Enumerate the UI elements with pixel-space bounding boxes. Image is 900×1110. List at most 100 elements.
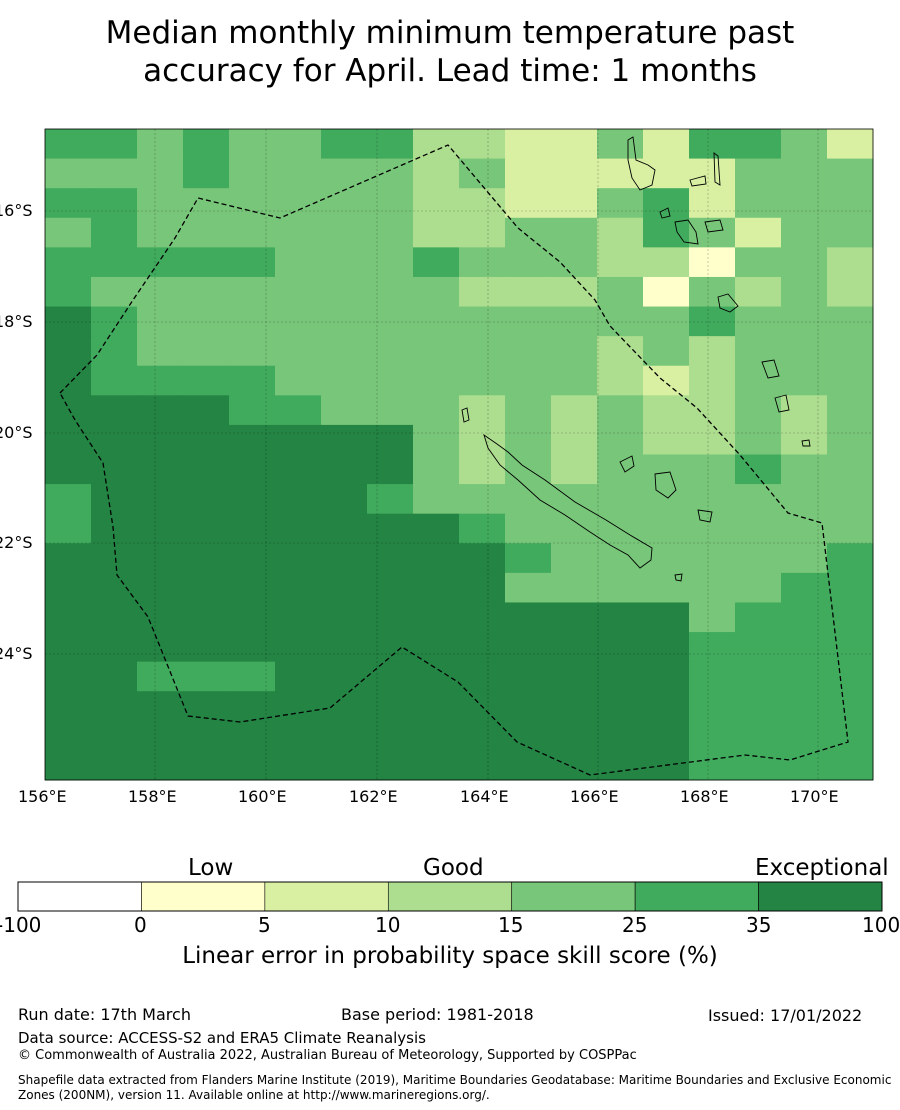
skill-cell [735,276,782,308]
skill-cell [505,336,552,367]
lat-label-20s: 20°S [0,423,33,442]
vanuatu-tanna [774,394,790,413]
skill-cell [551,424,598,455]
vanuatu-efate [717,293,739,313]
skill-cell [183,661,230,692]
skill-cell [413,276,460,308]
skill-cell [413,306,460,337]
skill-cell [275,661,322,692]
skill-cell [45,691,92,722]
skill-cell [183,217,230,248]
skill-cell [781,129,828,160]
skill-cell [643,691,690,722]
skill-cell [45,306,92,337]
skill-cell [459,217,506,248]
skill-cell [781,454,828,485]
skill-cell [45,276,92,308]
skill-cell [643,395,690,426]
skill-cell [643,365,690,396]
skill-cell [275,217,322,248]
skill-cell [183,395,230,426]
skill-cell [229,365,276,396]
skill-cell [735,188,782,219]
legend-tick-0: 0 [134,913,147,937]
skill-cell [689,484,736,515]
skill-cell [367,720,414,751]
skill-cell [275,691,322,722]
skill-cell [229,661,276,692]
skill-cell [735,306,782,337]
skill-cell [689,129,736,160]
skill-cell [597,365,644,396]
skill-cell [183,454,230,485]
skill-cell [551,276,598,308]
skill-cell [551,158,598,189]
skill-cell [413,691,460,722]
skill-cell [91,217,138,248]
skill-cell [91,424,138,455]
skill-cell [735,572,782,603]
skill-cell [827,661,874,692]
skill-cell [275,602,322,633]
skill-cell [459,188,506,219]
skill-cell [229,158,276,189]
skill-cell [45,129,92,160]
skill-cell [91,632,138,663]
skill-cell [505,158,552,189]
skill-cell [45,395,92,426]
skill-cell [91,484,138,515]
skill-cell [735,217,782,248]
skill-cell [275,720,322,751]
skill-cell [321,720,368,751]
skill-cell [91,661,138,692]
skill-cell [459,276,506,308]
skill-cell [321,188,368,219]
skill-cell [413,543,460,574]
new-caledonia-outline [483,433,653,569]
skill-cell [689,543,736,574]
skill-cell [597,750,644,781]
vanuatu-island-3 [713,152,721,186]
skill-cell [735,691,782,722]
legend-category-good: Good [423,855,484,881]
skill-cell [275,454,322,485]
skill-cell [183,572,230,603]
skill-cell [781,217,828,248]
skill-cell [735,484,782,515]
skill-cell [137,484,184,515]
skill-cell [91,513,138,544]
issued-date: Issued: 17/01/2022 [708,1006,863,1025]
skill-cell [459,158,506,189]
skill-cell [45,336,92,367]
skill-cell [229,336,276,367]
skill-cell [413,454,460,485]
skill-cell [45,750,92,781]
skill-cell [229,572,276,603]
skill-cell [229,602,276,633]
skill-cell [91,158,138,189]
skill-cell [275,306,322,337]
skill-cell [45,484,92,515]
skill-cell [827,158,874,189]
map-frame [44,128,874,781]
skill-cell [597,602,644,633]
isle-of-pines [674,573,683,582]
skill-cell [367,129,414,160]
skill-cell [275,336,322,367]
skill-cell [597,661,644,692]
skill-cell [643,484,690,515]
skill-cell [827,602,874,633]
skill-cell [643,217,690,248]
lon-label-160e: 160°E [238,787,287,806]
skill-cell [45,217,92,248]
skill-cell [735,720,782,751]
skill-cell [643,424,690,455]
skill-cell [643,513,690,544]
skill-cell [275,365,322,396]
skill-cell [275,158,322,189]
skill-cell [413,661,460,692]
loyalty-island-1 [619,455,635,473]
skill-cell [229,484,276,515]
skill-cell [505,602,552,633]
skill-cell [137,602,184,633]
